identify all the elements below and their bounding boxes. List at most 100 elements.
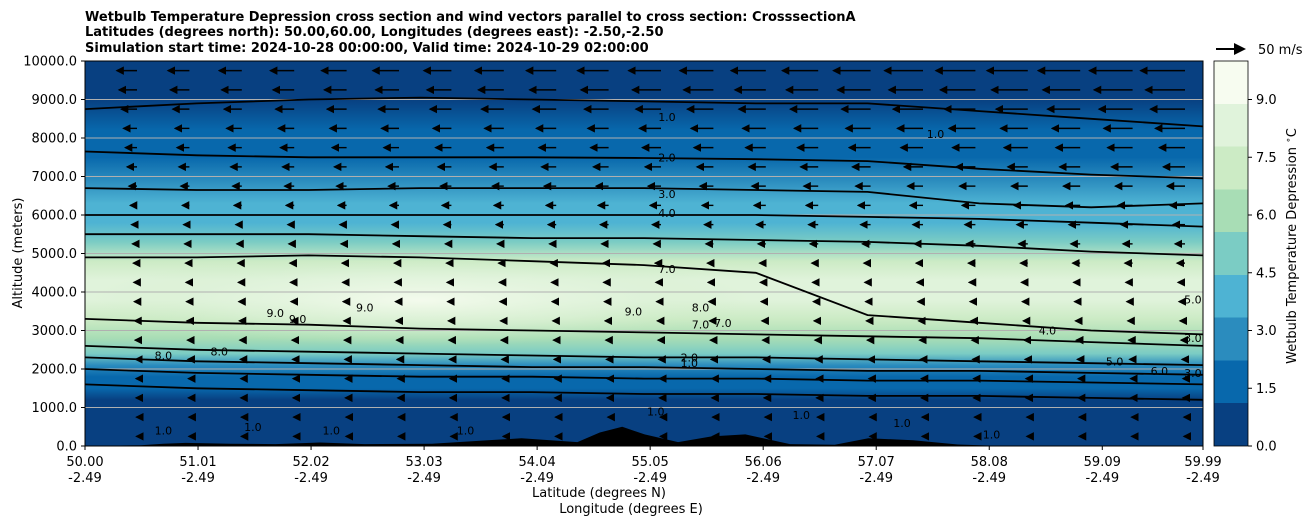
title-line-2: Latitudes (degrees north): 50.00,60.00, … [85,25,664,40]
y-tick-label: 8000.0 [32,132,78,147]
contour-line [85,383,1203,401]
contour-label: 3.0 [658,188,676,201]
x-tick-label-lon: -2.49 [181,471,215,486]
contour-label: 9.0 [625,305,643,318]
contour-line [85,96,1203,128]
colorbar-scale [1213,60,1249,447]
x-tick-label-lon: -2.49 [746,471,780,486]
colorbar-tick-label: 0.0 [1256,440,1277,455]
colorbar: 0.0 1.5 3.0 4.5 6.0 7.5 9.0 Wetbulb Temperatur… [1213,60,1300,455]
y-tick-label: 1000.0 [32,401,78,416]
contour-line [85,214,1203,228]
x-tick-label-lat: 57.07 [858,455,895,470]
contour-label: 1.0 [457,425,475,438]
y-tick-label: 2000.0 [32,363,78,378]
x-tick-label-lat: 56.06 [745,455,782,470]
contour-label: 5.0 [1106,355,1124,368]
colorbar-ticks: 0.0 1.5 3.0 4.5 6.0 7.5 9.0 [1248,93,1277,455]
x-tick-label-lon: -2.49 [294,471,328,486]
chart-title: Wetbulb Temperature Depression cross sec… [85,10,856,56]
contour-line [85,356,1203,376]
x-tick-label-lat: 58.08 [971,455,1008,470]
colorbar-tick-label: 6.0 [1256,209,1277,224]
contour-label: 1.0 [244,421,262,434]
contour-label: 7.0 [714,317,732,330]
contour-label: 9.0 [356,301,374,314]
colorbar-tick-label: 1.5 [1256,382,1277,397]
contour-label: 1.0 [792,409,810,422]
contour-label: 4.0 [1039,325,1057,338]
title-line-1: Wetbulb Temperature Depression cross sec… [85,10,856,25]
contour-labels: 1.0 1.0 2.0 3.0 4.0 7.0 9.0 9.0 9.0 9.0 8.0 7.0 7.0 8… [155,111,1202,442]
contour-line [85,150,1203,180]
y-axis: 0.0 1000.0 2000.0 3000.0 4000.0 5000.0 6000.0 7… [23,55,85,455]
x-tick-label-lat: 55.05 [632,455,669,470]
contour-label: 4.0 [658,207,676,220]
x-tick-label-lat: 54.04 [519,455,556,470]
y-tick-label: 5000.0 [32,247,78,262]
x-tick-label-lon: -2.49 [68,471,102,486]
contour-line [85,233,1203,257]
x-axis-label-longitude: Longitude (degrees E) [559,502,703,517]
contour-lines [85,96,1203,401]
x-tick-label-lat: 59.99 [1184,455,1221,470]
colorbar-tick-label: 4.5 [1256,266,1277,281]
x-tick-label-lon: -2.49 [407,471,441,486]
x-tick-label-lat: 52.02 [292,455,329,470]
contour-label: 8.0 [155,350,173,363]
contour-line [85,318,1203,347]
wind-reference-key: 50 m/s [1216,43,1303,58]
title-line-3: Simulation start time: 2024-10-28 00:00:… [85,41,649,56]
y-tick-label: 0.0 [56,440,77,455]
contour-label: 1.0 [647,405,665,418]
wind-reference-label: 50 m/s [1258,43,1303,58]
contour-label: 1.0 [322,425,340,438]
x-tick-label-lon: -2.49 [633,471,667,486]
contour-label: 6.0 [1151,365,1169,378]
contour-label: 8.0 [692,301,710,314]
x-tick-label-lat: 53.03 [405,455,442,470]
terrain [85,426,1203,446]
x-tick-label-lat: 50.00 [66,455,103,470]
y-tick-label: 6000.0 [32,209,78,224]
y-tick-label: 9000.0 [32,93,78,108]
x-tick-label-lon: -2.49 [1085,471,1119,486]
plot-area: 1.0 1.0 2.0 3.0 4.0 7.0 9.0 9.0 9.0 9.0 8.0 7.0 7.0 8… [85,61,1203,446]
x-axis: 50.00-2.4951.01-2.4952.02-2.4953.03-2.49… [66,446,1222,486]
contour-label: 1.0 [983,428,1001,441]
x-tick-label-lon: -2.49 [859,471,893,486]
contour-label: 3.0 [1184,332,1202,345]
contour-label: 1.0 [155,425,173,438]
colorbar-label: Wetbulb Temperature Depression ∘C [1284,128,1300,364]
y-tick-label: 4000.0 [32,286,78,301]
x-tick-label-lon: -2.49 [520,471,554,486]
x-tick-label-lon: -2.49 [972,471,1006,486]
contour-line [85,345,1203,366]
contour-label: 1.0 [893,417,911,430]
colorbar-tick-label: 3.0 [1256,324,1277,339]
x-axis-label-latitude: Latitude (degrees N) [532,486,666,501]
contour-label: 7.0 [658,263,676,276]
contour-label: 9.0 [267,307,285,320]
x-tick-label-lat: 59.09 [1084,455,1121,470]
colorbar-tick-label: 7.5 [1256,151,1277,166]
contour-label: 1.0 [658,111,676,124]
contour-label: 7.0 [692,319,710,332]
contour-line [85,254,1203,336]
contour-line [85,187,1203,209]
contour-label: 2.0 [658,151,676,164]
x-tick-label-lat: 51.01 [179,455,216,470]
contour-line [85,368,1203,386]
colorbar-tick-label: 9.0 [1256,93,1277,108]
contour-label: 1.0 [681,357,699,370]
y-tick-label: 3000.0 [32,324,78,339]
y-tick-label: 7000.0 [32,170,78,185]
y-tick-label: 10000.0 [23,55,77,70]
y-axis-label: Altitude (meters) [11,198,26,309]
contour-label: 8.0 [211,346,229,359]
contour-label: 9.0 [289,313,307,326]
contour-label: 3.0 [1184,367,1202,380]
contour-label: 1.0 [927,128,945,141]
contour-label: 5.0 [1184,294,1202,307]
